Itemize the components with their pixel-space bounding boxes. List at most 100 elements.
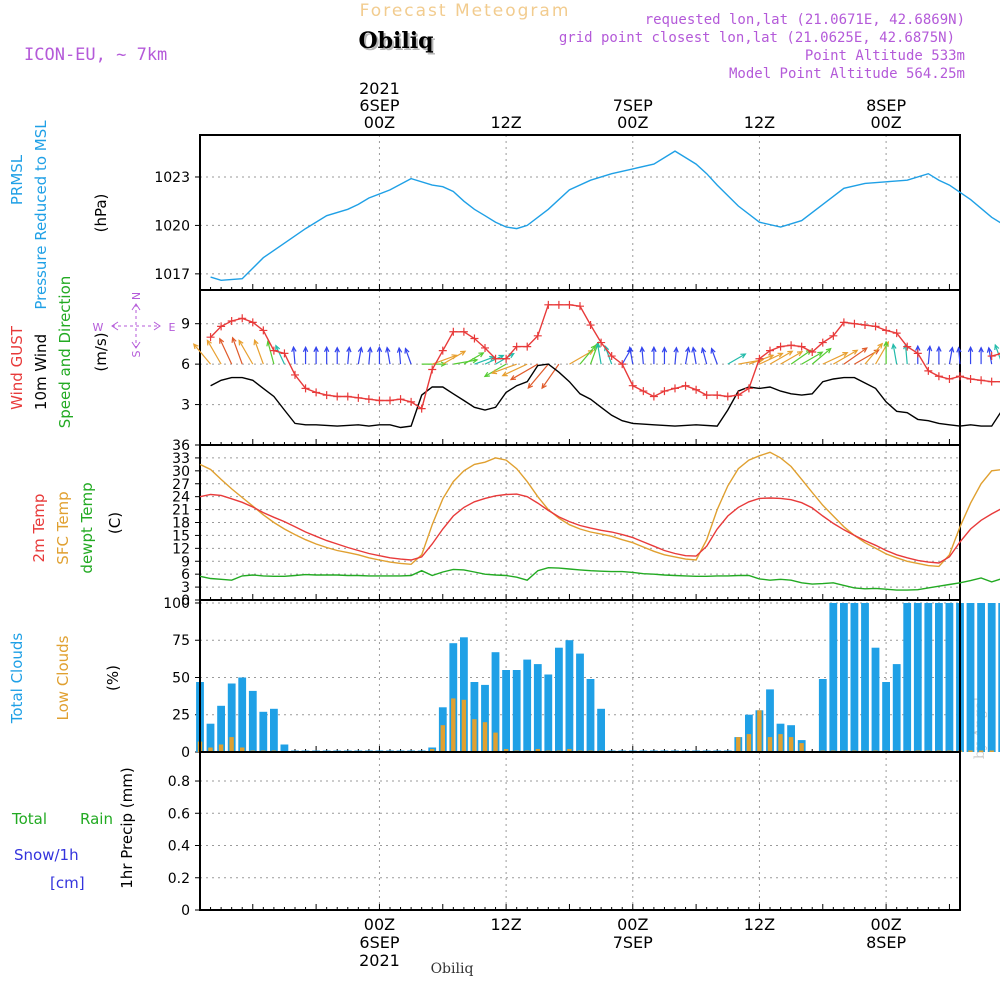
wind-arrow: [711, 348, 718, 365]
y-tick-label: 21: [172, 503, 190, 519]
compass-west: W: [93, 321, 104, 334]
wind-gust-marker: [481, 343, 489, 352]
total-cloud-bar: [502, 670, 510, 752]
wind-gust-marker: [533, 331, 542, 340]
wind-arrow-head: [478, 352, 485, 358]
wind-arrow-head: [651, 345, 657, 353]
wind-gust-marker: [607, 352, 616, 361]
wind-arrow-head: [253, 338, 259, 346]
wind-gust-marker: [206, 333, 215, 342]
wind-arrow: [948, 347, 953, 365]
wind-gust-marker: [459, 327, 468, 336]
wind-arrow-head: [967, 345, 974, 353]
top-axis-label: 12Z: [744, 113, 775, 132]
product-title: Forecast Meteogram: [360, 1, 571, 21]
wind-gust-marker: [987, 352, 996, 361]
requested-coords: requested lon,lat (21.0671E, 42.6869N): [645, 12, 965, 28]
wind-arrow-head: [376, 345, 383, 353]
model-label: ICON-EU, ~ 7km: [24, 45, 167, 65]
y-tick-label: 100: [163, 596, 190, 612]
panel-border: [199, 751, 961, 911]
total-cloud-bar: [597, 708, 605, 752]
top-axis-label: 6SEP: [359, 96, 399, 115]
wind-arrow-head: [460, 350, 467, 356]
wind-gust-marker: [818, 338, 827, 347]
y-tick-label: 9: [181, 554, 190, 570]
total-cloud-bar: [576, 653, 584, 752]
wind-gust-marker: [639, 387, 648, 396]
wind-gust-marker: [861, 321, 869, 330]
wind-gust-marker: [649, 392, 658, 401]
wind-arrow: [292, 347, 296, 365]
low-cloud-bar: [493, 732, 498, 752]
y-tick-label: 25: [172, 708, 190, 724]
total-cloud-bar: [903, 603, 912, 752]
wind-gust-line: [210, 304, 1000, 410]
wind-arrow-head: [948, 346, 955, 353]
y-tick-label: 0.2: [168, 871, 190, 887]
clouds-side-label: Total Clouds: [8, 633, 26, 725]
wind-gust-marker: [259, 326, 268, 335]
low-cloud-bar: [788, 737, 794, 752]
wind-arrow: [692, 347, 697, 365]
wind-arrow-head: [483, 371, 490, 378]
wind-gust-marker: [977, 376, 986, 385]
wind-arrow-head: [334, 346, 340, 353]
wind-gust-marker: [671, 384, 679, 393]
total-cloud-bar: [987, 603, 996, 752]
wind-arrow-head: [700, 346, 707, 354]
total-cloud-bar: [829, 603, 838, 752]
bottom-axis-label: 8SEP: [866, 933, 906, 952]
wind-arrow: [398, 347, 402, 365]
wind-arrow: [404, 348, 412, 365]
wind-arrow-head: [877, 342, 884, 349]
pressure-side-label: PRMSL: [8, 154, 26, 205]
wind-arrow: [641, 347, 644, 365]
wind-unit-label: (m/s): [92, 332, 110, 371]
model-altitude: Model Point Altitude 564.25m: [729, 66, 965, 82]
wind-arrow-head: [440, 361, 447, 367]
total-cloud-bar: [449, 643, 458, 752]
clouds-panel: 0 25 50 75 100 Total Clouds Low Clouds (%): [8, 596, 1000, 761]
wind-arrow-head: [385, 346, 391, 353]
wind-arrow-head: [396, 346, 403, 353]
wind-gust-marker: [966, 374, 975, 383]
total-cloud-bar: [270, 708, 278, 752]
wind-arrow-head: [367, 346, 373, 353]
total-cloud-bar: [766, 689, 774, 752]
wind-gust-marker: [364, 395, 373, 404]
location-title: Obiliq: [358, 28, 433, 54]
total-cloud-bar: [977, 603, 985, 752]
wind-panel: 3 6 9 Wind GUST 10m Wind Speed and Direction (…: [8, 276, 1000, 446]
wind-arrow: [453, 359, 478, 365]
temp-side-label: 2m Temp: [30, 494, 48, 563]
y-tick-label: 0: [181, 593, 190, 609]
wind-arrow-head: [275, 344, 281, 351]
clouds-unit-label: (%): [104, 665, 122, 691]
wind-side-label: Wind GUST: [8, 325, 26, 410]
total-cloud-bar: [861, 603, 869, 752]
precip-label-cm: [cm]: [50, 874, 85, 892]
wind-arrow-head: [825, 347, 832, 354]
wind-gust-marker: [766, 346, 774, 355]
wind-gust-marker: [217, 322, 226, 331]
low-cloud-bar: [461, 699, 467, 752]
wind-arrow-head: [661, 346, 668, 353]
wind-arrow: [368, 347, 371, 365]
wind-gust-marker: [723, 392, 732, 401]
low-cloud-bar: [567, 749, 572, 752]
y-tick-label: 6: [181, 357, 190, 373]
y-tick-label: 15: [172, 528, 190, 544]
low-cloud-bar: [968, 750, 973, 752]
wind-gust-marker: [333, 392, 342, 401]
wind-arrow-head: [852, 349, 859, 355]
y-tick-label: 33: [172, 451, 190, 467]
wind-arrow-head: [842, 352, 849, 357]
total-cloud-bar: [745, 714, 753, 752]
compass-north: N: [130, 292, 143, 300]
wind-arrow: [347, 347, 350, 365]
wind-arrow-head: [685, 346, 691, 353]
low-cloud-bar: [746, 734, 752, 752]
compass-arrowheads: [111, 303, 161, 349]
panel-border: [199, 289, 961, 446]
